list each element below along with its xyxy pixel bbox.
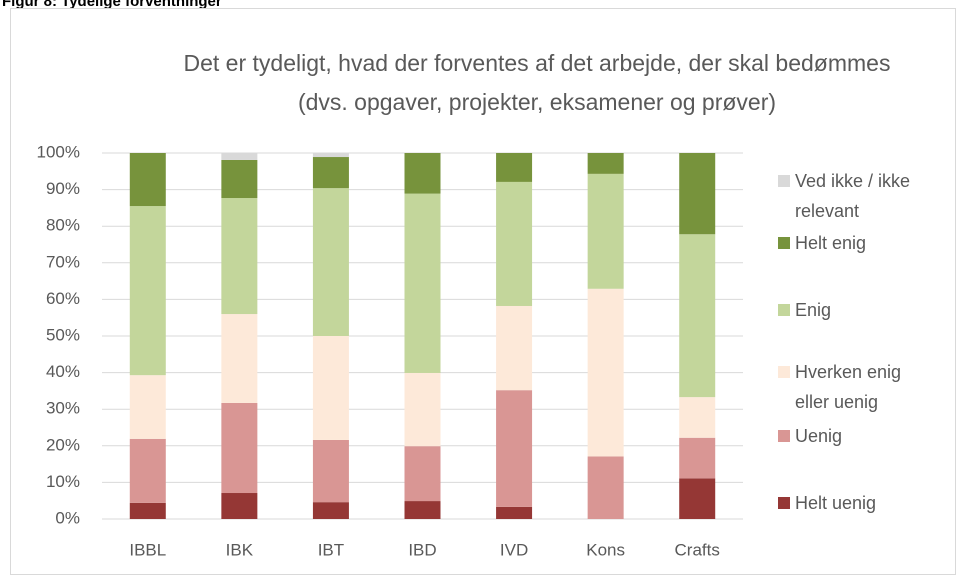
legend-label: Helt enig xyxy=(795,233,867,253)
bar-segment xyxy=(587,456,624,519)
bar-segment xyxy=(496,390,533,507)
legend-item: Uenig xyxy=(778,421,928,451)
bar-segment xyxy=(312,502,349,519)
chart-frame xyxy=(10,8,956,575)
legend-label: Uenig xyxy=(795,426,843,446)
bar-segment xyxy=(221,153,258,160)
bar-segment xyxy=(404,501,441,519)
y-tick-label: 90% xyxy=(46,179,80,198)
bar-segment xyxy=(679,397,716,438)
bar-segment xyxy=(496,153,533,182)
bar-segment xyxy=(587,173,624,289)
bar-segment xyxy=(312,336,349,440)
figure-caption: Figur 8: Tydelige forventninger xyxy=(2,0,222,10)
legend-label: Enig xyxy=(795,300,832,320)
x-tick-label: Kons xyxy=(586,540,625,559)
bar-segment xyxy=(496,506,533,519)
bar-segment xyxy=(587,288,624,457)
bar-segment xyxy=(404,153,441,194)
x-tick-label: IVD xyxy=(500,540,528,559)
bar-segment xyxy=(129,438,166,503)
legend-swatch xyxy=(778,304,790,316)
bar-segment xyxy=(129,502,166,519)
legend-item: Ved ikke / ikke relevant xyxy=(778,166,928,226)
y-tick-label: 70% xyxy=(46,252,80,271)
legend-label: Ved ikke / ikke relevant xyxy=(795,171,911,221)
bar-segment xyxy=(679,478,716,519)
legend-item: Enig xyxy=(778,295,928,325)
x-tick-label: IBD xyxy=(408,540,436,559)
bar-segment xyxy=(221,159,258,199)
bar-segment xyxy=(312,439,349,503)
bar-segment xyxy=(404,372,441,447)
x-tick-label: IBK xyxy=(226,540,254,559)
bar-segment xyxy=(221,493,258,519)
bar-segment xyxy=(587,153,624,174)
legend-label: Hverken enig eller uenig xyxy=(795,362,902,412)
y-tick-label: 10% xyxy=(46,472,80,491)
legend-label: Helt uenig xyxy=(795,493,877,513)
y-tick-label: 40% xyxy=(46,362,80,381)
legend-swatch xyxy=(778,366,790,378)
y-tick-label: 50% xyxy=(46,325,80,344)
y-tick-label: 80% xyxy=(46,216,80,235)
bar-segment xyxy=(496,305,533,391)
bar-segment xyxy=(404,446,441,502)
bar-segment xyxy=(404,193,441,373)
chart-title: Det er tydeligt, hvad der forventes af d… xyxy=(183,50,891,115)
bar-segment xyxy=(129,206,166,376)
bar-segment xyxy=(221,402,258,494)
y-tick-label: 0% xyxy=(55,508,80,527)
legend-item: Helt enig xyxy=(778,228,928,258)
legend-swatch xyxy=(778,430,790,442)
bar-segment xyxy=(129,375,166,439)
x-tick-label: Crafts xyxy=(675,540,720,559)
bar-segment xyxy=(221,314,258,403)
bar-segment xyxy=(312,157,349,189)
legend-swatch xyxy=(778,237,790,249)
bar-segment xyxy=(679,153,716,235)
bar-segment xyxy=(679,234,716,398)
y-tick-label: 60% xyxy=(46,289,80,308)
legend-item: Hverken enig eller uenig xyxy=(778,357,928,417)
y-tick-label: 100% xyxy=(37,142,80,161)
bar-segment xyxy=(312,153,349,158)
bar-segment xyxy=(129,153,166,207)
legend-swatch xyxy=(778,497,790,509)
y-tick-label: 20% xyxy=(46,435,80,454)
legend-swatch xyxy=(778,175,790,187)
bar-segment xyxy=(221,198,258,315)
x-tick-label: IBBL xyxy=(129,540,166,559)
y-tick-label: 30% xyxy=(46,399,80,418)
bar-segment xyxy=(496,181,533,306)
bar-segment xyxy=(679,437,716,479)
bar-segment xyxy=(312,188,349,336)
legend-item: Helt uenig xyxy=(778,488,928,518)
x-tick-label: IBT xyxy=(318,540,344,559)
